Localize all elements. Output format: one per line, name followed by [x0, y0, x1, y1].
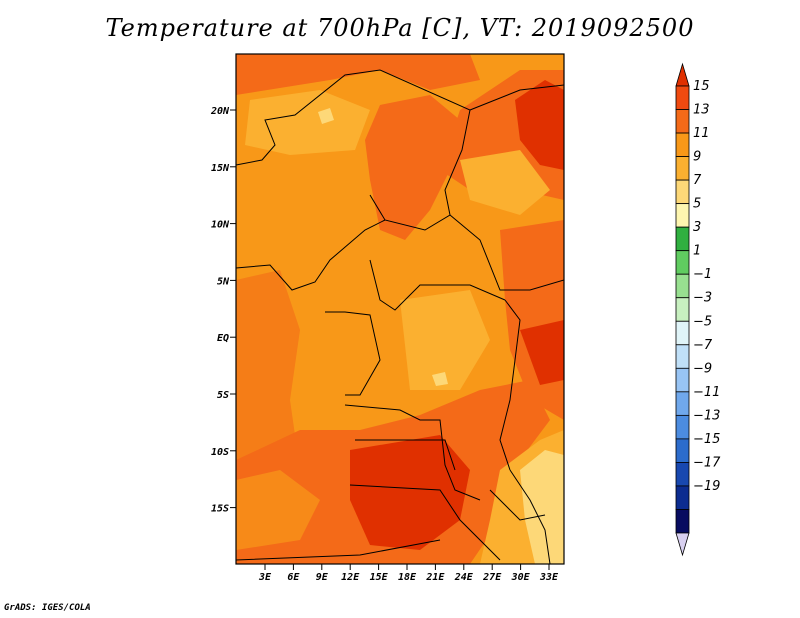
colorbar-segment: [675, 203, 690, 228]
colorbar-label: 9: [693, 150, 701, 165]
colorbar-segment: [675, 132, 690, 157]
border-line: [509, 469, 551, 564]
colorbar-segment: [675, 297, 690, 322]
lon-tick-label: 24E: [454, 572, 474, 583]
lon-tick-label: 18E: [398, 572, 417, 583]
field-contour: [520, 450, 564, 564]
colorbar-segment: [675, 85, 690, 110]
plot-frame: [235, 53, 565, 565]
field-contour: [318, 108, 334, 124]
colorbar-segment: [675, 179, 690, 205]
field-contour: [520, 320, 564, 385]
field-contour: [350, 435, 470, 550]
colorbar-segment: [675, 509, 690, 534]
border-line: [449, 214, 564, 291]
field-contour: [432, 372, 448, 386]
colorbar-segment: [675, 226, 690, 252]
colorbar-segment: [675, 250, 690, 275]
border-line: [325, 311, 381, 396]
border-line: [489, 489, 546, 521]
colorbar-label: −13: [693, 408, 720, 423]
lat-tick-label: 15N: [211, 163, 230, 174]
border-line: [469, 84, 564, 111]
longitude-ticks: 3E 6E 9E 12E 15E 18E 21E 24E 27E 30E 33E: [258, 564, 559, 583]
field-contour: [236, 470, 320, 550]
colorbar-label: 5: [693, 197, 701, 212]
lon-tick-label: 3E: [258, 572, 272, 583]
border-line: [236, 539, 441, 561]
lat-tick-label: 5S: [217, 390, 229, 401]
colorbar-label: 13: [693, 103, 710, 118]
border-line: [344, 404, 481, 501]
colorbar-label: −17: [693, 455, 721, 470]
colorbar-segment: [675, 485, 690, 510]
border-line: [236, 69, 471, 231]
colorbar-segment: [675, 273, 690, 299]
grads-credit: GrADS: IGES/COLA: [4, 603, 91, 613]
lat-tick-label: 20N: [210, 106, 230, 117]
colorbar-label: −5: [693, 314, 712, 329]
lat-tick-label: EQ: [217, 333, 229, 344]
lon-tick-label: 9E: [316, 572, 329, 583]
country-borders: [236, 69, 564, 564]
colorbar-label: 11: [693, 126, 710, 141]
border-line: [369, 259, 506, 311]
lon-tick-label: 27E: [482, 572, 502, 583]
colorbar-segment: [675, 344, 690, 369]
colorbar-label: −9: [693, 361, 712, 376]
map-title: Temperature at 700hPa [C], VT: 201909250…: [105, 14, 695, 42]
colorbar-label: −7: [693, 338, 713, 353]
colorbar-label: −3: [693, 291, 712, 306]
colorbar-segment: [675, 414, 690, 440]
lon-tick-label: 12E: [341, 572, 360, 583]
lat-tick-label: 10S: [211, 447, 229, 458]
colorbar-segment: [675, 438, 690, 463]
colorbar-label: 7: [693, 173, 702, 188]
border-line: [499, 299, 521, 471]
colorbar-label: −15: [693, 432, 720, 447]
field-contour: [236, 54, 480, 95]
colorbar-label: 1: [693, 244, 701, 259]
border-line: [236, 219, 386, 291]
field-contour: [245, 90, 370, 155]
colorbar-segment: [675, 109, 690, 134]
field-contour: [460, 150, 550, 215]
lon-tick-label: 6E: [287, 572, 300, 583]
colorbar-segment: [675, 532, 690, 557]
lat-tick-label: 5N: [217, 276, 230, 287]
colorbar-segment: [675, 391, 690, 416]
colorbar-segment: [675, 156, 690, 181]
lat-tick-label: 10N: [211, 220, 230, 231]
lon-tick-label: 33E: [539, 572, 559, 583]
field-contour: [400, 290, 490, 390]
colorbar-label: 3: [693, 220, 701, 235]
lon-tick-label: 30E: [511, 572, 531, 583]
colorbar-segment: [675, 320, 690, 346]
colorbar-label: −1: [693, 267, 712, 282]
colorbar-label: −11: [693, 385, 720, 400]
colorbar: 15 13 11 9 7 5 3 1 −1 −3 −5 −7 −9 −11 −13 −15 −17 −19: [675, 62, 721, 557]
colorbar-segment: [675, 462, 690, 487]
colorbar-label: 15: [693, 79, 710, 94]
border-line: [349, 484, 501, 561]
temperature-field: [236, 54, 564, 564]
colorbar-segment: [675, 367, 690, 393]
lat-tick-label: 15S: [211, 504, 229, 515]
latitude-ticks: 20N 15N 10N 5N EQ 5S 10S 15S: [210, 106, 236, 515]
colorbar-segment: [675, 62, 690, 87]
field-contour: [236, 270, 300, 470]
field-contour: [515, 80, 564, 170]
colorbar-label: −19: [693, 479, 720, 494]
field-contour: [365, 95, 460, 240]
lon-tick-label: 21E: [425, 572, 445, 583]
border-line: [355, 439, 456, 471]
lon-tick-label: 15E: [370, 572, 389, 583]
